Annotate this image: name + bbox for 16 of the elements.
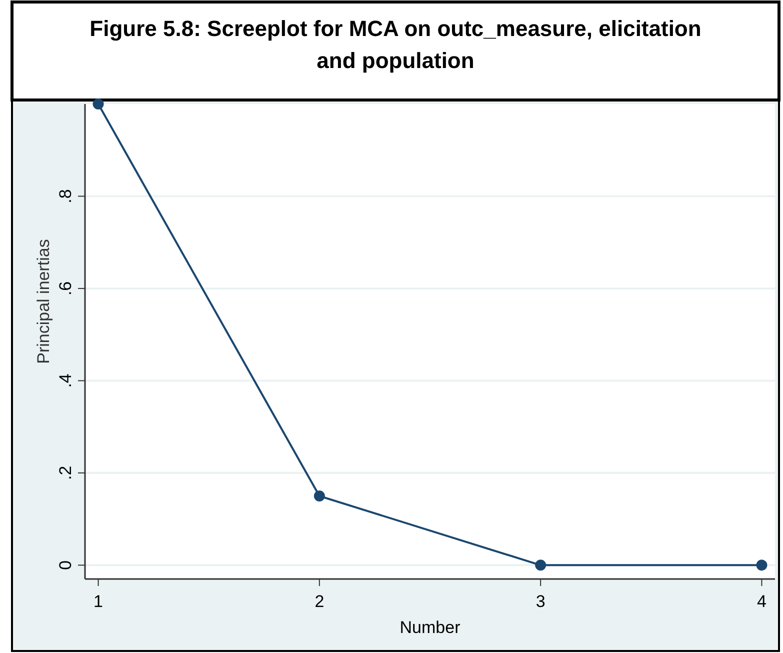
point [314,490,325,502]
y-tick-label: .2 [56,466,75,480]
x-axis-title: Number [400,618,461,637]
x-tick-label: 3 [536,592,546,611]
y-tick-label: 0 [56,560,75,570]
chart-title: Figure 5.8: Screeplot for MCA on outc_measure, elicitation and population [90,16,702,73]
y-tick-label: .6 [56,281,75,296]
x-tick-label: 4 [756,592,766,611]
y-axis-title: Principal inertias [34,239,53,364]
x-tick-label: 1 [94,592,104,611]
point [756,560,768,571]
y-tick-label: .4 [56,374,75,388]
point [535,560,546,571]
y-tick-label: .8 [56,189,75,204]
point [92,98,104,110]
x-tick-label: 2 [314,592,324,611]
